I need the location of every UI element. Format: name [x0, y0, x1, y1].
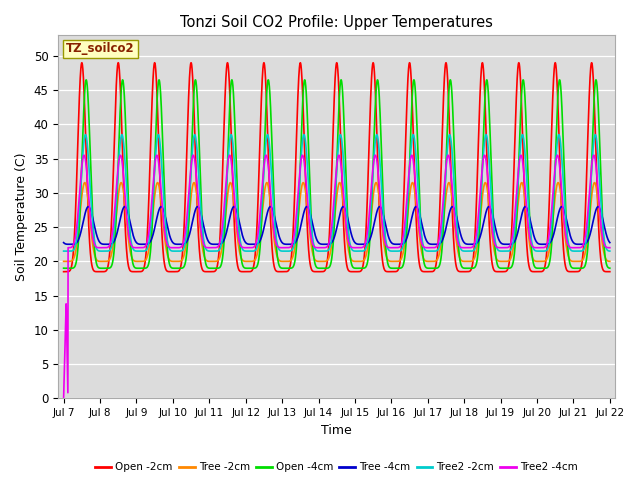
Title: Tonzi Soil CO2 Profile: Upper Temperatures: Tonzi Soil CO2 Profile: Upper Temperatur…: [180, 15, 493, 30]
X-axis label: Time: Time: [321, 424, 352, 437]
Text: TZ_soilco2: TZ_soilco2: [66, 42, 135, 56]
Y-axis label: Soil Temperature (C): Soil Temperature (C): [15, 153, 28, 281]
Legend: Open -2cm, Tree -2cm, Open -4cm, Tree -4cm, Tree2 -2cm, Tree2 -4cm: Open -2cm, Tree -2cm, Open -4cm, Tree -4…: [92, 458, 582, 477]
